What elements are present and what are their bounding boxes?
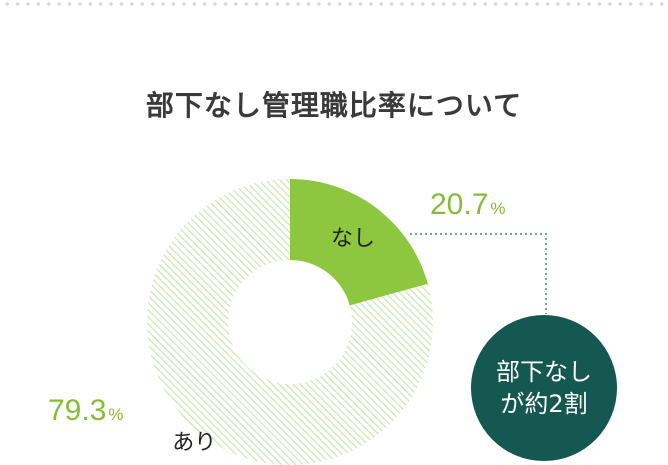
slice-ari — [147, 179, 433, 465]
ari-percent: 79.3% — [48, 396, 124, 426]
callout-leader-line — [410, 233, 547, 314]
nashi-percent-value: 20.7 — [430, 188, 489, 221]
nashi-percent: 20.7% — [430, 190, 506, 220]
ari-percent-unit: % — [108, 405, 124, 424]
callout-line-1: 部下なし — [496, 357, 592, 386]
callout-line-2: が約2割 — [500, 390, 588, 418]
ari-percent-value: 79.3 — [48, 394, 107, 427]
nashi-percent-unit: % — [490, 199, 506, 218]
chart-title: 部下なし管理職比率について — [145, 89, 523, 122]
slice-label-nashi: なし — [331, 227, 375, 252]
summary-callout: 部下なし が約2割 — [471, 315, 617, 461]
slice-nashi — [290, 179, 428, 306]
dotted-top-border — [0, 0, 668, 8]
slice-label-ari: あり — [172, 431, 216, 456]
